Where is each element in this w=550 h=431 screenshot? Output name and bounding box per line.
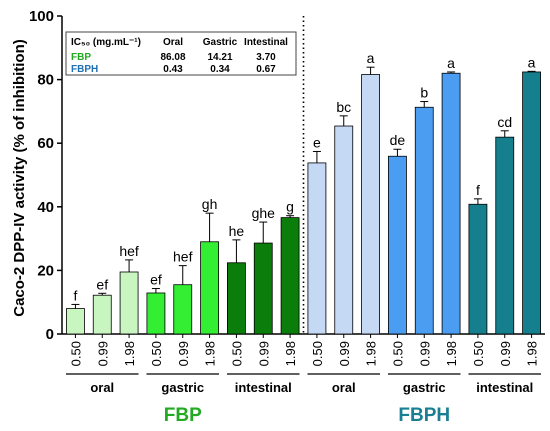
inset-header-label: IC₅₀ (mg.mL⁻¹) [71,37,141,48]
bar [307,162,327,335]
significance-letter: f [73,287,77,303]
y-tick-label: 40 [37,199,54,216]
sample-label: FBPH [398,405,450,426]
significance-letter: e [313,134,321,150]
y-tick-label: 80 [37,72,54,89]
x-tick-label: 1.98 [444,341,459,366]
inset-header-gastric: Gastric [203,37,238,48]
y-tick-label: 0 [46,326,54,343]
y-tick-label: 20 [37,262,54,279]
x-tick-label: 1.98 [283,341,298,366]
significance-letter: f [476,182,480,198]
significance-letter: bc [336,99,351,115]
inset-header-oral: Oral [163,37,183,48]
inset-row-fbp-gastric: 14.21 [207,52,232,63]
significance-letter: a [528,54,536,70]
bar [173,284,193,335]
group-label: intestinal [476,380,533,395]
x-tick-label: 0.99 [498,341,513,366]
x-tick-label: 0.50 [310,341,325,366]
significance-letter: a [367,50,375,66]
x-tick-label: 0.50 [229,341,244,366]
significance-letter: cd [497,114,512,130]
inset-row-fbph-intestinal: 0.67 [256,64,276,75]
x-tick-label: 0.99 [337,341,352,366]
group-label: oral [332,380,356,395]
significance-letter: a [447,55,455,71]
inset-header-intestinal: Intestinal [244,37,288,48]
significance-letter: hef [119,243,139,259]
inset-row-fbph-name: FBPH [71,64,98,75]
group-label: intestinal [235,380,292,395]
inset-row-fbp-oral: 86.08 [160,52,185,63]
bar [146,292,166,335]
inset-row-fbph-gastric: 0.34 [210,64,230,75]
bar [253,242,273,335]
x-tick-label: 0.50 [149,341,164,366]
x-tick-label: 0.99 [256,341,271,366]
significance-letter: b [420,85,428,101]
x-tick-label: 0.99 [417,341,432,366]
x-tick-label: 0.50 [390,341,405,366]
y-tick-label: 60 [37,135,54,152]
significance-letter: hef [173,249,193,265]
bar [495,136,515,335]
bar [280,217,300,335]
x-tick-label: 0.99 [176,341,191,366]
group-label: gastric [403,380,446,395]
group-label: oral [90,380,114,395]
x-tick-label: 1.98 [525,341,540,366]
significance-letter: ef [96,276,108,292]
significance-letter: de [390,132,406,148]
x-tick-label: 0.50 [471,341,486,366]
bar [119,271,139,335]
sample-label: FBP [164,405,202,426]
bar [361,74,380,335]
bar [468,203,488,335]
bar [441,72,461,335]
bar [414,106,434,335]
y-axis-label: Caco-2 DPP-IV activity (% of inhibition) [11,39,28,317]
significance-letter: g [286,199,294,215]
bar [92,294,112,335]
significance-letter: gh [202,196,218,212]
significance-letter: ghe [252,205,276,221]
inset-row-fbph-oral: 0.43 [163,64,183,75]
group-label: gastric [161,380,204,395]
x-tick-label: 1.98 [364,341,379,366]
bar [227,262,246,335]
bar [522,71,541,335]
significance-letter: he [229,223,245,239]
x-tick-label: 0.50 [68,341,83,366]
inset-row-fbp-name: FBP [71,52,91,63]
y-tick-label: 100 [29,8,54,25]
bar [388,155,407,335]
inset-ic50-table: IC₅₀ (mg.mL⁻¹) Oral Gastric Intestinal F… [65,31,297,76]
x-tick-label: 1.98 [203,341,218,366]
bar [200,241,219,335]
x-tick-label: 1.98 [122,341,137,366]
x-tick-label: 0.99 [95,341,110,366]
significance-letter: ef [150,272,162,288]
inset-row-fbp-intestinal: 3.70 [256,52,276,63]
bar [334,125,354,335]
bar [66,308,85,335]
inset-table-frame [65,31,297,76]
